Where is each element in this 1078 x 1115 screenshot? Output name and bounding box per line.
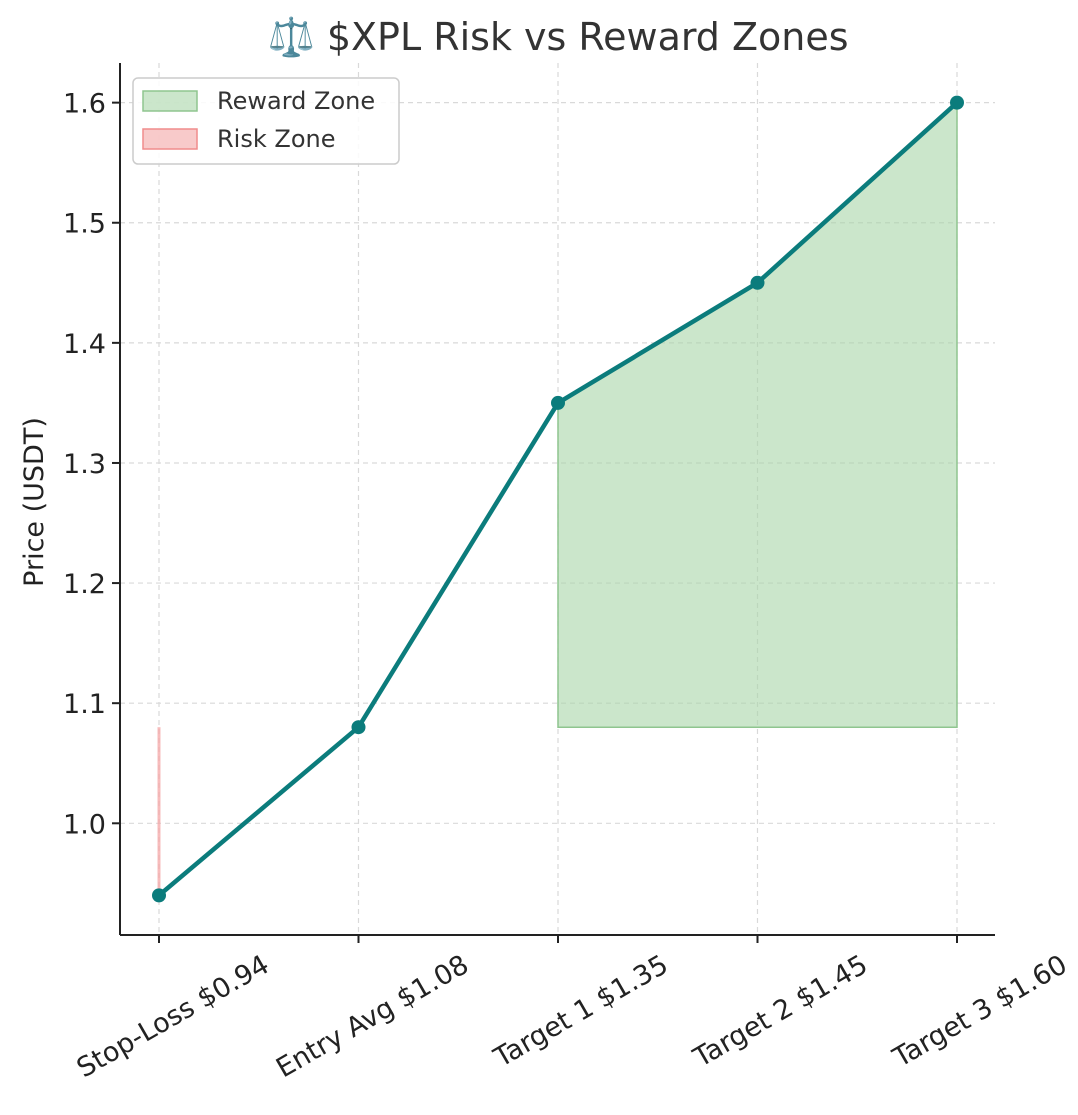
data-point [551,395,565,410]
zone-layer [157,100,958,896]
chart-title: ⚖️ $XPL Risk vs Reward Zones [267,15,848,59]
chart-legend: Reward Zone Risk Zone [132,77,400,165]
y-tick-label: 1.3 [63,449,106,480]
legend-label: Reward Zone [217,87,375,115]
legend-swatch [142,128,198,150]
data-point [950,95,964,110]
x-tick-label: Stop-Loss $0.94 [72,949,275,1084]
x-tick-label: Target 3 $1.60 [887,949,1072,1074]
y-axis-label: Price (USDT) [19,417,50,587]
y-tick-label: 1.2 [63,569,106,600]
data-point [351,720,366,735]
y-tick-label: 1.0 [63,809,106,840]
risk-zone [157,727,161,896]
data-point [152,888,166,903]
legend-label: Risk Zone [217,125,335,153]
legend-box [132,77,400,165]
y-tick-label: 1.1 [63,689,106,720]
series-layer [152,95,964,903]
x-tick-label: Target 1 $1.35 [488,949,673,1074]
y-tick-label: 1.4 [63,329,106,360]
y-tick-label: 1.6 [63,89,106,120]
y-tick-label: 1.5 [63,209,106,240]
x-tick-label: Entry Avg $1.08 [271,949,474,1084]
legend-swatch [142,90,198,112]
x-tick-label: Target 2 $1.45 [688,949,873,1074]
data-point [750,275,765,290]
reward-zone [557,100,958,728]
